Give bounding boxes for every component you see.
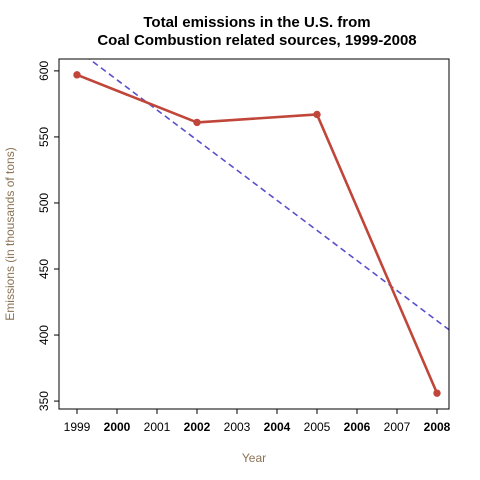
x-axis-label: Year bbox=[242, 451, 266, 465]
y-tick-label: 400 bbox=[37, 325, 51, 345]
x-tick-label: 2007 bbox=[384, 420, 411, 434]
y-tick-label: 500 bbox=[37, 193, 51, 213]
x-tick-label: 2003 bbox=[224, 420, 251, 434]
x-tick-label: 2001 bbox=[144, 420, 171, 434]
x-tick-label: 2005 bbox=[304, 420, 331, 434]
y-axis: 350 400 450 500 550 600 bbox=[37, 61, 59, 411]
y-tick-label: 550 bbox=[37, 127, 51, 147]
data-point bbox=[313, 110, 321, 119]
trend-line bbox=[87, 59, 449, 331]
x-tick-label: 2002 bbox=[184, 420, 211, 434]
y-axis-label: Emissions (in thousands of tons) bbox=[3, 147, 17, 320]
data-point bbox=[73, 71, 81, 79]
plot-area bbox=[73, 59, 449, 397]
plot-frame bbox=[58, 58, 450, 410]
x-tick-label: 2006 bbox=[344, 420, 371, 434]
x-axis: 1999 2000 2001 2002 2003 2004 2005 2006 2007 2008 bbox=[64, 409, 451, 434]
x-tick-label: 2004 bbox=[264, 420, 291, 434]
x-tick-label: 1999 bbox=[64, 420, 91, 434]
x-tick-label: 2008 bbox=[424, 420, 451, 434]
x-tick-label: 2000 bbox=[104, 420, 131, 434]
chart-title-line2: Coal Combustion related sources, 1999-20… bbox=[97, 32, 416, 49]
data-point bbox=[433, 389, 441, 397]
y-tick-label: 450 bbox=[37, 259, 51, 279]
y-tick-label: 350 bbox=[37, 391, 51, 411]
chart-title-line1: Total emissions in the U.S. from bbox=[143, 14, 370, 31]
data-point bbox=[193, 118, 201, 127]
y-tick-label: 600 bbox=[37, 61, 51, 81]
series-line bbox=[76, 73, 439, 394]
